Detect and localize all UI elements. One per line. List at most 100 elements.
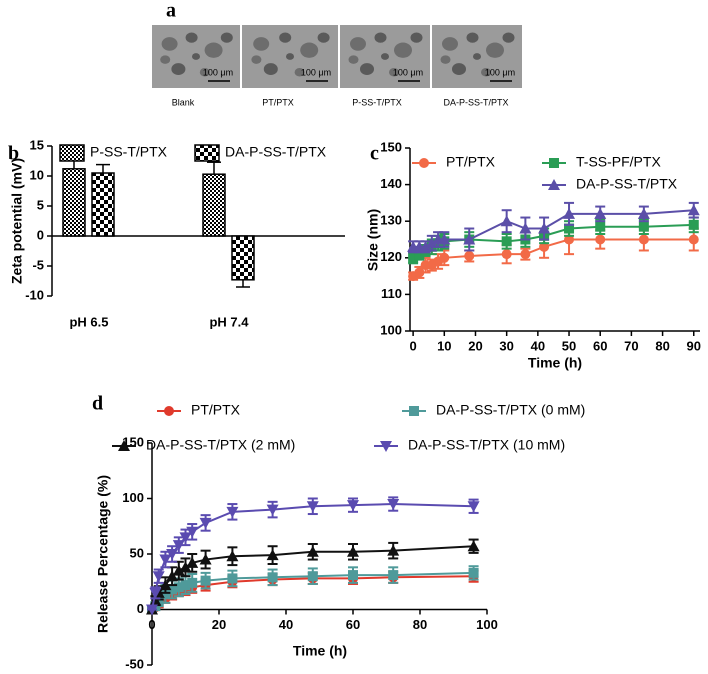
y-axis-title: Release Percentage (%) bbox=[95, 475, 111, 633]
marker bbox=[438, 233, 451, 245]
particle bbox=[300, 42, 319, 58]
particle bbox=[502, 32, 515, 43]
particle bbox=[192, 53, 200, 60]
marker bbox=[166, 570, 179, 582]
marker bbox=[501, 249, 512, 260]
particle bbox=[466, 32, 479, 43]
particle bbox=[279, 32, 292, 43]
y-tick-label: 0 bbox=[37, 227, 44, 242]
bar bbox=[62, 168, 86, 237]
particle bbox=[294, 68, 305, 77]
marker bbox=[159, 579, 172, 591]
marker bbox=[564, 234, 575, 245]
y-tick-label: 150 bbox=[380, 139, 402, 154]
marker bbox=[266, 504, 279, 516]
marker bbox=[149, 587, 162, 599]
y-tick-label: 5 bbox=[37, 197, 44, 212]
x-axis-title: Time (h) bbox=[528, 355, 582, 371]
y-tick-label: 120 bbox=[380, 249, 402, 264]
error-bar bbox=[207, 161, 221, 175]
error-bar bbox=[96, 163, 110, 173]
particle bbox=[185, 32, 198, 43]
x-tick-label: 80 bbox=[655, 338, 669, 353]
marker bbox=[539, 241, 550, 252]
x-tick-label: 0 bbox=[410, 338, 417, 353]
particle bbox=[350, 37, 366, 51]
marker bbox=[266, 549, 279, 561]
y-tick-label: -5 bbox=[32, 257, 44, 272]
marker bbox=[688, 234, 699, 245]
marker bbox=[595, 234, 606, 245]
marker bbox=[226, 506, 239, 518]
marker bbox=[501, 236, 512, 247]
particle bbox=[452, 63, 466, 76]
x-tick-label: 0 bbox=[148, 617, 155, 632]
x-tick-label: 40 bbox=[531, 338, 545, 353]
panel-label: c bbox=[370, 143, 379, 165]
marker bbox=[172, 564, 185, 576]
legend-marker bbox=[548, 179, 560, 190]
y-axis-title: Size (nm) bbox=[365, 209, 381, 271]
series-line bbox=[412, 223, 694, 259]
legend-marker bbox=[380, 441, 392, 452]
particle bbox=[389, 68, 399, 77]
marker bbox=[594, 207, 607, 219]
y-tick-label: -50 bbox=[125, 656, 144, 671]
particle bbox=[360, 63, 374, 76]
marker bbox=[307, 571, 318, 582]
particle bbox=[220, 32, 233, 43]
x-tick-label: 10 bbox=[437, 338, 451, 353]
error-bar bbox=[236, 279, 250, 288]
scale-bar-label: 100 μm bbox=[301, 67, 331, 77]
marker bbox=[160, 588, 171, 599]
marker bbox=[179, 532, 192, 544]
particle bbox=[317, 32, 330, 43]
marker bbox=[267, 572, 278, 583]
x-tick-label: 70 bbox=[624, 338, 638, 353]
marker bbox=[159, 554, 172, 566]
marker bbox=[187, 577, 198, 588]
x-tick-label: pH 7.4 bbox=[209, 314, 249, 329]
y-tick-label: 100 bbox=[122, 490, 144, 505]
legend-label: T-SS-PF/PTX bbox=[576, 154, 661, 170]
marker bbox=[638, 234, 649, 245]
particle bbox=[161, 37, 178, 51]
x-tick-label: 90 bbox=[687, 338, 701, 353]
marker bbox=[464, 250, 475, 261]
marker bbox=[152, 571, 165, 583]
marker bbox=[200, 575, 211, 586]
panel-label: a bbox=[166, 0, 176, 22]
marker bbox=[306, 501, 319, 513]
x-tick-label: 100 bbox=[476, 617, 498, 632]
marker bbox=[468, 567, 479, 578]
legend-label: DA-P-SS-T/PTX (10 mM) bbox=[408, 437, 565, 453]
marker bbox=[166, 549, 179, 560]
x-axis-title: Time (h) bbox=[293, 643, 347, 659]
legend-marker bbox=[164, 406, 174, 416]
y-tick-label: 15 bbox=[30, 137, 44, 152]
marker bbox=[414, 267, 425, 278]
marker bbox=[425, 237, 438, 249]
y-tick-label: 110 bbox=[381, 286, 402, 301]
marker bbox=[199, 517, 212, 529]
marker bbox=[563, 207, 576, 219]
image-caption: P-SS-T/PTX bbox=[352, 97, 402, 107]
legend-swatch bbox=[59, 144, 85, 162]
particle bbox=[394, 42, 412, 58]
marker bbox=[186, 556, 199, 568]
marker bbox=[387, 499, 400, 511]
marker bbox=[226, 550, 239, 562]
marker bbox=[595, 221, 606, 232]
particle bbox=[481, 68, 491, 77]
legend-label: DA-P-SS-T/PTX (0 mM) bbox=[436, 402, 585, 418]
x-tick-label: 60 bbox=[346, 617, 360, 632]
marker bbox=[227, 573, 238, 584]
bar bbox=[231, 235, 255, 281]
x-tick-label: 50 bbox=[562, 338, 576, 353]
legend-marker bbox=[419, 158, 429, 168]
x-tick-label: 20 bbox=[468, 338, 482, 353]
y-axis-title: Zeta potential (mV) bbox=[9, 158, 25, 284]
marker bbox=[414, 249, 425, 260]
legend-label: DA-P-SS-T/PTX (2 mM) bbox=[146, 437, 295, 453]
